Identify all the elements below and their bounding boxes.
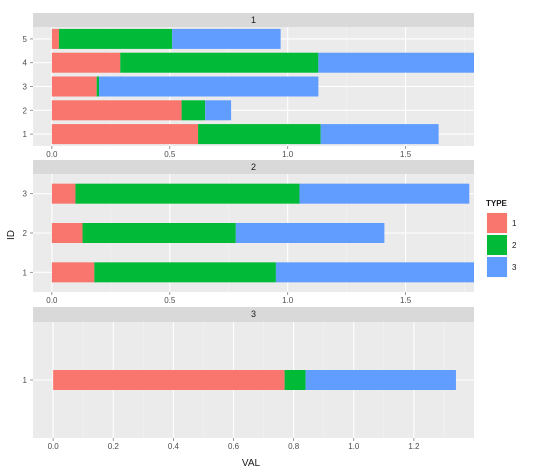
legend-key-swatch	[487, 213, 507, 233]
bar-segment-type-3	[99, 76, 319, 97]
strip-background	[33, 307, 474, 322]
x-tick-label: 0.0	[46, 296, 58, 305]
bar-segment-type-3	[299, 183, 470, 204]
strip-label: 3	[251, 309, 256, 319]
y-tick-label: 2	[23, 229, 28, 238]
bar-segment-type-1	[51, 52, 121, 73]
legend: TYPE 1 2 3	[485, 199, 517, 279]
bar-segment-type-3	[172, 28, 281, 49]
legend-label: 1	[512, 219, 517, 228]
bar-segment-type-3	[205, 100, 232, 121]
strip-label: 1	[251, 15, 256, 25]
x-tick-label: 0.4	[168, 442, 180, 451]
bar-segment-type-3	[305, 370, 456, 390]
x-tick-label: 1.5	[400, 150, 412, 159]
bar-segment-type-1	[51, 124, 199, 145]
y-tick-label: 1	[23, 268, 28, 277]
bar-segment-type-1	[53, 370, 285, 390]
strip-label: 2	[251, 162, 256, 172]
x-tick-label: 0.5	[164, 150, 176, 159]
legend-title: TYPE	[486, 199, 508, 208]
bar-segment-type-2	[58, 28, 173, 49]
x-tick-label: 0.8	[288, 442, 300, 451]
y-tick-label: 2	[23, 106, 28, 115]
bar-segment-type-3	[320, 124, 439, 145]
legend-key-swatch	[487, 235, 507, 255]
bar-segment-type-2	[96, 76, 100, 97]
chart-panels: 1 0.0 0.5 1.0 1.5 1 2 3 4 5 2 0.0 0.5 1.0 1.5 1 2 3 3 0.0 0.…	[23, 13, 474, 451]
y-tick-label: 3	[23, 83, 28, 92]
y-tick-label: 3	[23, 190, 28, 199]
x-axis-title: VAL	[242, 458, 261, 469]
bar-segment-type-2	[120, 52, 319, 73]
facet-panel-1: 1 0.0 0.5 1.0 1.5 1 2 3 4 5	[23, 13, 474, 159]
bar-segment-type-2	[94, 262, 276, 283]
bar-segment-type-1	[51, 183, 76, 204]
strip-background	[33, 13, 474, 27]
x-tick-label: 0.5	[164, 296, 176, 305]
x-tick-label: 1.0	[282, 150, 294, 159]
bar-segment-type-3	[235, 223, 385, 243]
x-tick-label: 1.0	[348, 442, 360, 451]
y-tick-label: 1	[23, 130, 28, 139]
bar-segment-type-1	[51, 100, 182, 121]
x-tick-label: 1.2	[408, 442, 420, 451]
bar-segment-type-2	[198, 124, 321, 145]
bar-segment-type-1	[51, 223, 83, 243]
x-tick-label: 1.5	[400, 296, 412, 305]
bar-segment-type-1	[51, 262, 95, 283]
facet-panel-3: 3 0.0 0.2 0.4 0.6 0.8 1.0 1.2 1	[23, 307, 474, 451]
x-tick-label: 0.6	[228, 442, 240, 451]
legend-key-swatch	[487, 257, 507, 277]
bar-segment-type-1	[51, 28, 59, 49]
y-tick-label: 1	[23, 376, 28, 385]
x-tick-label: 0.0	[48, 442, 60, 451]
y-tick-label: 4	[23, 59, 28, 68]
bar-segment-type-1	[51, 76, 97, 97]
y-tick-label: 5	[23, 35, 28, 44]
x-tick-label: 1.0	[282, 296, 294, 305]
bar-segment-type-2	[181, 100, 206, 121]
bar-segment-type-3	[318, 52, 474, 73]
x-tick-label: 0.2	[108, 442, 120, 451]
bar-segment-type-2	[82, 223, 236, 243]
bar-segment-type-3	[275, 262, 474, 283]
bar-segment-type-2	[284, 370, 306, 390]
y-axis-title: ID	[6, 230, 17, 240]
strip-background	[33, 160, 474, 174]
bar-segment-type-2	[75, 183, 300, 204]
legend-label: 3	[512, 263, 517, 272]
facet-panel-2: 2 0.0 0.5 1.0 1.5 1 2 3	[23, 160, 474, 305]
legend-label: 2	[512, 241, 517, 250]
x-tick-label: 0.0	[46, 150, 58, 159]
